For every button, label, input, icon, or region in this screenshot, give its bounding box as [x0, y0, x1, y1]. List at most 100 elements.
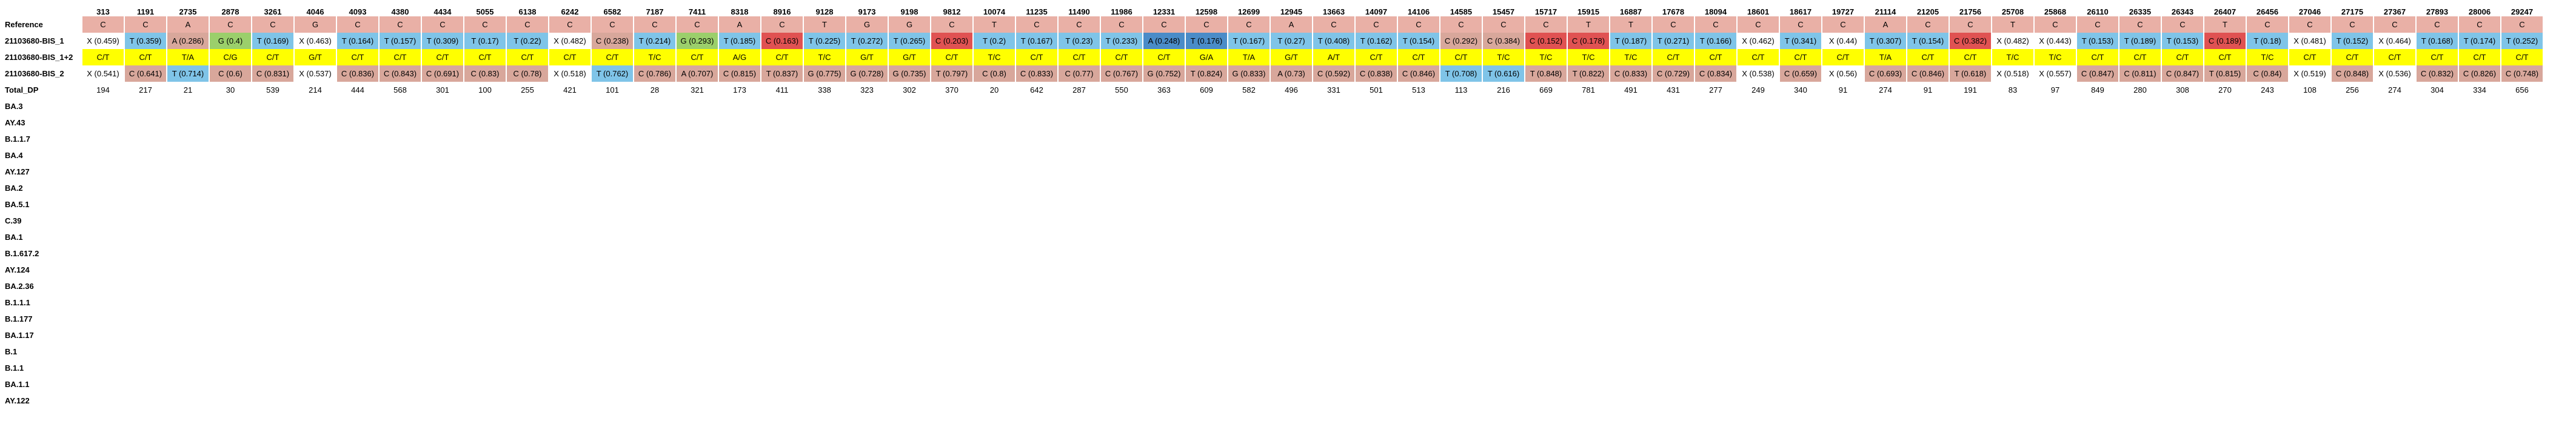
lineage-cell	[634, 262, 675, 278]
lineage-cell	[1398, 343, 1439, 360]
lineage-cell	[549, 311, 590, 327]
lineage-row: BA.5.1	[1, 196, 2543, 213]
lineage-cell	[1822, 131, 1864, 147]
lineage-cell	[1440, 294, 1482, 311]
lineage-cell	[1356, 196, 1397, 213]
lineage-cell	[2459, 327, 2500, 343]
lineage-cell	[1780, 376, 1821, 393]
lineage-cell	[464, 393, 506, 409]
lineage-cell	[507, 147, 548, 164]
sample-2-call-cell: C (0.848)	[2332, 65, 2373, 82]
lineage-cell	[210, 343, 251, 360]
lineage-cell	[1738, 311, 1779, 327]
lineage-row: AY.43	[1, 114, 2543, 131]
lineage-cell	[2459, 180, 2500, 196]
lineage-cell	[549, 393, 590, 409]
lineage-cell	[1610, 147, 1651, 164]
lineage-cell	[380, 360, 421, 376]
lineage-cell	[1440, 147, 1482, 164]
lineage-cell	[592, 294, 633, 311]
lineage-cell	[2162, 196, 2203, 213]
lineage-cell	[2077, 245, 2118, 262]
lineage-cell	[82, 393, 124, 409]
total-dp-cell: 609	[1200, 85, 1213, 94]
lineage-label: B.1	[1, 343, 81, 360]
total-dp-cell: 21	[183, 85, 193, 94]
lineage-cell	[804, 147, 845, 164]
sample-1-2-genotype-cell: C/T	[507, 49, 548, 65]
lineage-cell	[2119, 164, 2161, 180]
lineage-cell	[846, 131, 888, 147]
lineage-cell	[2332, 278, 2373, 294]
lineage-label: BA.2.36	[1, 278, 81, 294]
sample-1-call-cell: X (0.459)	[82, 33, 124, 49]
lineage-cell	[380, 98, 421, 114]
sample-2-call-cell: C (0.691)	[422, 65, 463, 82]
lineage-cell	[1440, 98, 1482, 114]
lineage-cell	[549, 343, 590, 360]
lineage-cell	[252, 131, 293, 147]
lineage-cell	[252, 114, 293, 131]
lineage-cell	[549, 229, 590, 245]
lineage-cell	[1780, 393, 1821, 409]
sample-2-call-cell: T (0.616)	[1483, 65, 1524, 82]
lineage-cell	[2077, 376, 2118, 393]
lineage-cell	[1568, 180, 1609, 196]
lineage-cell	[549, 164, 590, 180]
lineage-cell	[1483, 393, 1524, 409]
total-dp-cell: 214	[309, 85, 322, 94]
sample-1-2-genotype-cell: C/T	[2417, 49, 2458, 65]
lineage-cell	[1907, 131, 1949, 147]
lineage-cell	[889, 147, 930, 164]
total-dp-cell: 323	[860, 85, 874, 94]
position-header: 12598	[1195, 7, 1218, 16]
sample-1-2-genotype-cell: C/T	[931, 49, 972, 65]
reference-base-cell: C	[337, 16, 378, 33]
lineage-cell	[125, 213, 166, 229]
lineage-cell	[2289, 98, 2330, 114]
lineage-cell	[252, 164, 293, 180]
lineage-cell	[1186, 180, 1227, 196]
lineage-cell	[1271, 131, 1312, 147]
total-dp-cell: 83	[2008, 85, 2018, 94]
lineage-cell	[1483, 278, 1524, 294]
lineage-cell	[507, 245, 548, 262]
lineage-cell	[2289, 327, 2330, 343]
lineage-cell	[1101, 393, 1142, 409]
sample-1-call-cell: T (0.23)	[1059, 33, 1100, 49]
lineage-cell	[1016, 131, 1057, 147]
lineage-cell	[592, 229, 633, 245]
lineage-cell	[1143, 360, 1185, 376]
lineage-cell	[1992, 360, 2033, 376]
lineage-cell	[422, 164, 463, 180]
lineage-cell	[677, 147, 718, 164]
reference-base-cell: C	[2289, 16, 2330, 33]
lineage-cell	[1653, 196, 1694, 213]
lineage-cell	[1907, 164, 1949, 180]
lineage-cell	[1865, 164, 1906, 180]
lineage-cell	[2162, 213, 2203, 229]
lineage-cell	[2374, 294, 2415, 311]
lineage-cell	[2247, 213, 2288, 229]
sample-1-call-cell: X (0.462)	[1738, 33, 1779, 49]
lineage-cell	[167, 114, 209, 131]
lineage-cell	[1738, 245, 1779, 262]
lineage-cell	[1483, 98, 1524, 114]
lineage-cell	[1738, 98, 1779, 114]
lineage-cell	[761, 343, 803, 360]
total-dp-cell: 113	[1454, 85, 1468, 94]
lineage-cell	[167, 147, 209, 164]
lineage-cell	[931, 343, 972, 360]
lineage-cell	[761, 262, 803, 278]
lineage-cell	[2119, 376, 2161, 393]
reference-base-cell: C	[2035, 16, 2076, 33]
lineage-cell	[1525, 393, 1567, 409]
lineage-cell	[1440, 164, 1482, 180]
lineage-cell	[210, 147, 251, 164]
lineage-cell	[1398, 262, 1439, 278]
lineage-cell	[1059, 343, 1100, 360]
lineage-cell	[82, 294, 124, 311]
sample-2-call-cell: X (0.541)	[82, 65, 124, 82]
lineage-cell	[634, 311, 675, 327]
sample-1-call-cell: T (0.164)	[337, 33, 378, 49]
